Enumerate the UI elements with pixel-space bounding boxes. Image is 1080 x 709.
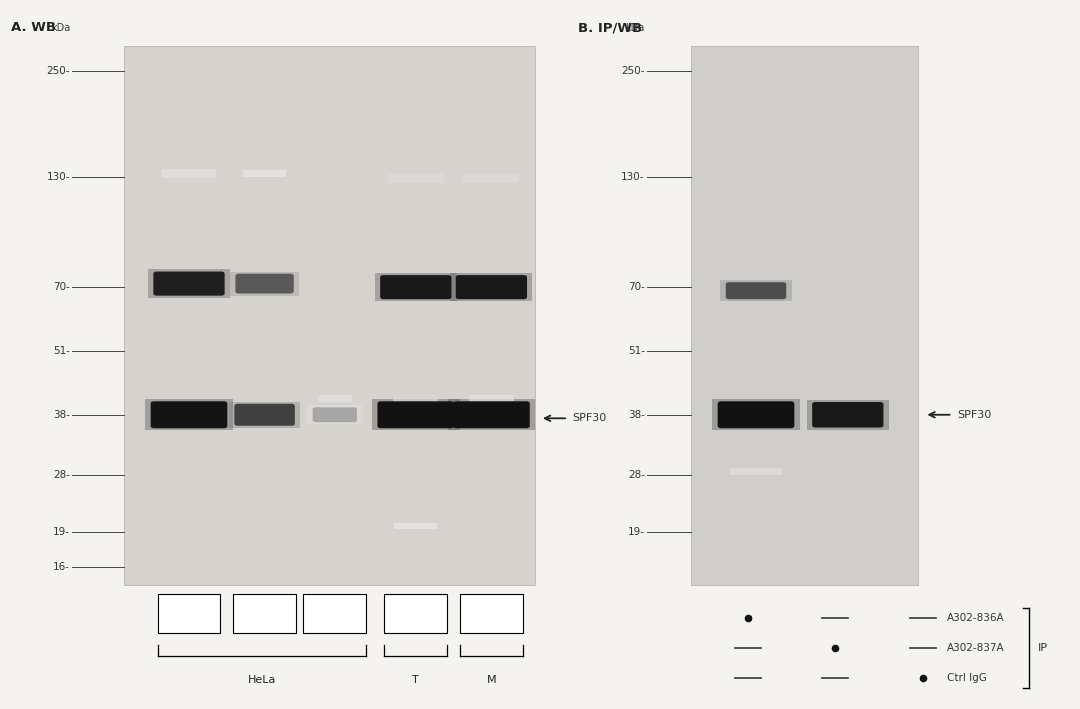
Bar [394,523,437,529]
Text: B. IP/WB: B. IP/WB [578,21,642,34]
Bar [124,46,535,585]
Text: 38-: 38- [627,410,645,420]
Bar [233,594,296,632]
Text: T: T [413,675,419,685]
Bar [730,468,782,475]
Text: 28-: 28- [627,470,645,480]
Text: IP: IP [1038,643,1048,653]
Bar [243,170,286,177]
Text: SPF30: SPF30 [957,410,991,420]
Text: SPF30: SPF30 [572,413,607,423]
Text: 70-: 70- [53,282,70,292]
Text: A302-836A: A302-836A [947,613,1004,623]
Text: 28-: 28- [53,470,70,480]
FancyBboxPatch shape [313,407,356,423]
FancyBboxPatch shape [726,282,786,299]
Text: 38-: 38- [53,410,70,420]
Text: 130-: 130- [46,172,70,182]
Text: M: M [487,675,496,685]
Text: 19-: 19- [53,527,70,537]
FancyBboxPatch shape [812,402,883,428]
Text: 130-: 130- [621,172,645,182]
Text: 250-: 250- [621,66,645,76]
Bar [469,395,514,402]
Text: 250-: 250- [46,66,70,76]
FancyBboxPatch shape [717,401,795,428]
Text: 50: 50 [485,608,498,618]
Bar [447,399,536,430]
Text: 51-: 51- [627,346,645,356]
Text: HeLa: HeLa [247,675,276,685]
Bar [373,399,460,430]
Bar [720,280,792,301]
Text: 15: 15 [258,608,271,618]
Bar [158,594,220,632]
Text: 19-: 19- [627,527,645,537]
FancyBboxPatch shape [378,401,455,428]
Bar [148,269,230,298]
Bar [145,399,233,430]
FancyBboxPatch shape [380,275,451,299]
Text: 51-: 51- [53,346,70,356]
Text: A. WB: A. WB [11,21,56,34]
Text: Ctrl IgG: Ctrl IgG [947,673,987,683]
FancyBboxPatch shape [456,275,527,299]
Text: 50: 50 [183,608,195,618]
FancyBboxPatch shape [235,274,294,294]
Bar [463,174,519,183]
Text: kDa: kDa [625,23,645,33]
FancyBboxPatch shape [153,272,225,296]
Bar [230,272,299,296]
Text: 50: 50 [409,608,422,618]
Bar [388,174,444,183]
Bar [318,395,352,402]
Bar [229,401,300,428]
FancyBboxPatch shape [151,401,228,428]
Text: kDa: kDa [51,23,70,33]
Text: 70-: 70- [627,282,645,292]
FancyBboxPatch shape [234,404,295,425]
Bar [303,594,366,632]
Bar [307,405,362,424]
Bar [713,399,799,430]
Bar [691,46,918,585]
Bar [375,273,457,301]
Bar [393,395,438,402]
Text: A302-837A: A302-837A [947,643,1004,653]
Bar [807,400,889,430]
Bar [450,273,532,301]
Bar [384,594,447,632]
Bar [460,594,523,632]
FancyBboxPatch shape [454,401,530,428]
Bar [162,169,216,178]
Text: 16-: 16- [53,562,70,572]
Text: 5: 5 [332,608,338,618]
